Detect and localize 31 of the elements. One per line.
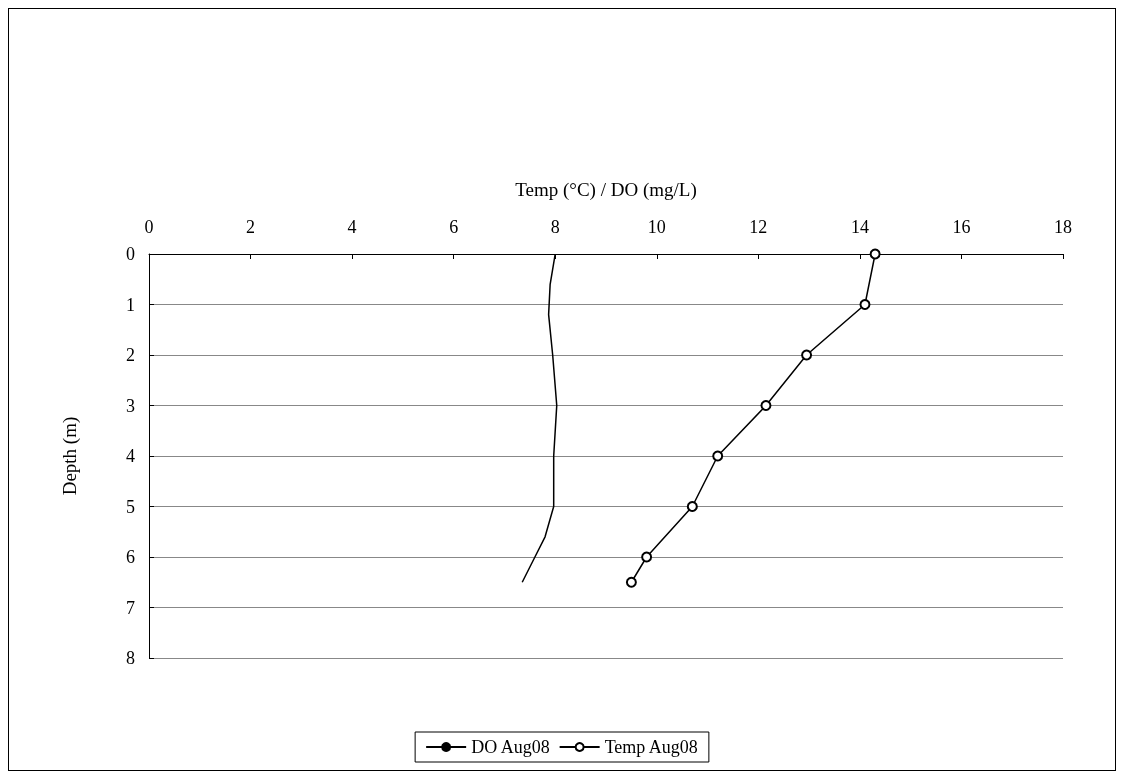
y-tick-label: 3 <box>126 395 135 416</box>
x-axis-title: Temp (°C) / DO (mg/L) <box>515 179 697 201</box>
y-tick-label: 5 <box>126 496 135 517</box>
y-tick-label: 4 <box>126 446 135 466</box>
y-tick-label: 0 <box>126 244 135 264</box>
point <box>712 450 724 462</box>
x-tick-label: 0 <box>144 217 154 237</box>
x-tick-label: 4 <box>347 217 357 237</box>
y-tick-label: 7 <box>126 597 135 618</box>
y-tick-label: 6 <box>126 547 135 567</box>
point <box>801 349 813 361</box>
x-tick-label: 18 <box>1054 217 1072 237</box>
x-tick-label: 2 <box>246 217 256 237</box>
y-axis-title: Depth (m) <box>59 416 81 496</box>
x-tick-label: 12 <box>749 217 768 237</box>
point <box>760 400 772 411</box>
point <box>686 501 698 512</box>
x-tick-label: 14 <box>850 217 869 237</box>
y-tick-label: 8 <box>126 648 135 668</box>
y-tick-label: 1 <box>126 294 135 315</box>
point <box>625 576 637 588</box>
x-tick-label: 8 <box>550 217 560 237</box>
legend-label: DO Aug08 <box>471 737 550 757</box>
point <box>859 299 871 310</box>
legend-label: Temp Aug08 <box>604 737 698 757</box>
x-tick-label: 6 <box>449 217 459 237</box>
x-tick-label: 10 <box>647 217 666 237</box>
point <box>869 248 881 260</box>
point <box>641 551 653 563</box>
x-tick-label: 16 <box>952 217 971 237</box>
y-tick-label: 2 <box>126 345 135 365</box>
